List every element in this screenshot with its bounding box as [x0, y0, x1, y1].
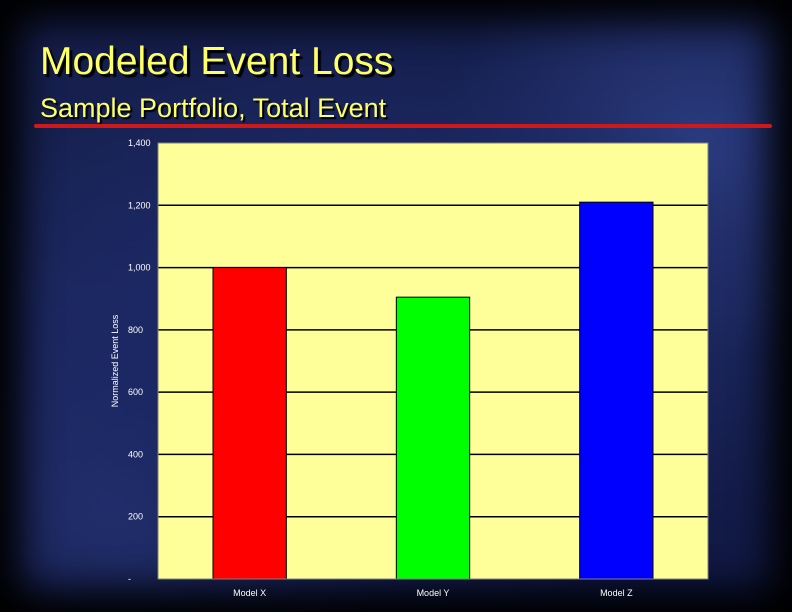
- x-axis-tick-labels: Model X Model Y Model Z: [233, 588, 633, 598]
- bar-model-x: [212, 267, 287, 580]
- y-tick-label: 800: [128, 325, 143, 335]
- plot-border: [157, 142, 709, 580]
- y-tick-label: 200: [128, 512, 143, 522]
- slide-subtitle: Sample Portfolio, Total Event: [40, 93, 387, 123]
- bar-model-y: [395, 296, 471, 580]
- y-tick-label: 1,200: [128, 200, 151, 210]
- y-tick-label: 600: [128, 387, 143, 397]
- y-tick-label: 1,000: [128, 263, 151, 273]
- x-tick-label: Model Z: [600, 588, 633, 598]
- x-tick-label: Model X: [233, 588, 266, 598]
- y-tick-label: -: [128, 574, 131, 584]
- x-tick-label: Model Y: [417, 588, 450, 598]
- title-divider: [34, 124, 772, 128]
- y-axis-label: Normalized Event Loss: [110, 314, 120, 407]
- slide-title: Modeled Event Loss: [40, 40, 394, 83]
- bar-model-z: [579, 201, 654, 580]
- bars: [212, 201, 654, 580]
- y-axis-tick-labels: - 200 400 600 800 1,000 1,200 1,400: [128, 138, 151, 584]
- y-tick-label: 400: [128, 449, 143, 459]
- y-tick-label: 1,400: [128, 138, 151, 148]
